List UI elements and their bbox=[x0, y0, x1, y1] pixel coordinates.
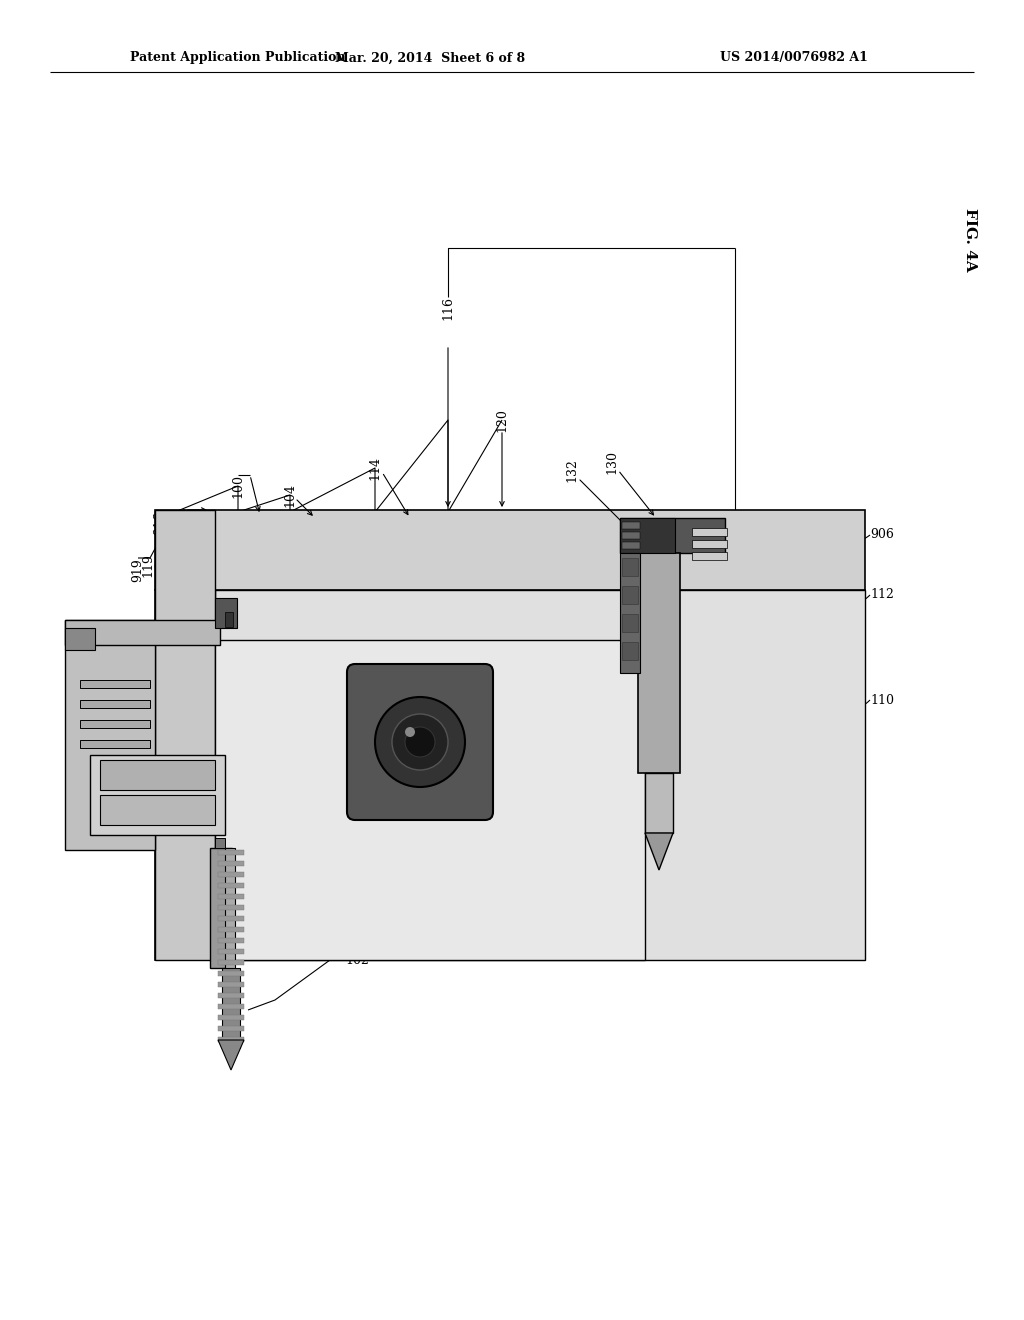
Bar bbox=[692, 552, 727, 560]
Bar bbox=[218, 949, 244, 954]
Circle shape bbox=[375, 697, 465, 787]
Text: Patent Application Publication: Patent Application Publication bbox=[130, 51, 345, 65]
Bar bbox=[225, 847, 234, 1048]
Bar bbox=[100, 760, 215, 789]
Text: 119: 119 bbox=[141, 553, 155, 577]
Bar bbox=[155, 510, 865, 590]
Bar bbox=[90, 755, 225, 836]
Text: 919: 919 bbox=[131, 558, 144, 582]
Bar bbox=[218, 906, 244, 909]
Text: 116: 116 bbox=[441, 296, 455, 319]
Bar bbox=[215, 590, 865, 960]
Bar bbox=[218, 894, 244, 899]
Bar bbox=[65, 628, 95, 649]
Bar bbox=[218, 883, 244, 888]
Bar bbox=[218, 927, 244, 932]
Bar bbox=[218, 1005, 244, 1008]
Bar bbox=[80, 741, 150, 748]
Bar bbox=[622, 642, 638, 660]
Bar bbox=[622, 521, 640, 529]
Bar bbox=[218, 873, 244, 876]
Bar bbox=[218, 1038, 244, 1041]
Bar bbox=[215, 640, 645, 960]
Bar bbox=[218, 982, 244, 987]
Bar bbox=[218, 972, 244, 975]
Text: 120: 120 bbox=[496, 408, 509, 432]
Bar bbox=[65, 620, 220, 645]
Text: 110: 110 bbox=[870, 693, 894, 706]
Bar bbox=[620, 517, 725, 553]
Circle shape bbox=[406, 727, 415, 737]
Bar bbox=[222, 968, 240, 1048]
Bar bbox=[80, 680, 150, 688]
Bar bbox=[215, 598, 237, 628]
Bar bbox=[620, 517, 675, 553]
Bar bbox=[218, 850, 244, 855]
Bar bbox=[692, 540, 727, 548]
Polygon shape bbox=[218, 1040, 244, 1071]
Bar bbox=[80, 719, 150, 729]
Text: 104: 104 bbox=[284, 483, 297, 507]
Circle shape bbox=[406, 727, 435, 756]
Text: 114: 114 bbox=[369, 455, 382, 480]
Bar bbox=[218, 1026, 244, 1031]
Bar bbox=[100, 795, 215, 825]
Bar bbox=[692, 528, 727, 536]
Bar bbox=[218, 916, 244, 921]
Text: 130: 130 bbox=[605, 450, 618, 474]
Circle shape bbox=[392, 714, 449, 770]
Text: 906: 906 bbox=[870, 528, 894, 541]
Bar bbox=[622, 614, 638, 632]
Bar bbox=[638, 553, 680, 774]
Text: 100: 100 bbox=[231, 474, 245, 498]
Text: 102: 102 bbox=[345, 953, 369, 966]
Bar bbox=[622, 558, 638, 576]
Bar bbox=[155, 590, 865, 960]
Bar bbox=[622, 532, 640, 539]
Bar bbox=[210, 847, 232, 968]
Text: 118: 118 bbox=[194, 517, 207, 543]
Text: 916: 916 bbox=[154, 511, 167, 535]
Bar bbox=[155, 510, 215, 960]
Text: 132: 132 bbox=[565, 458, 579, 482]
Bar bbox=[80, 700, 150, 708]
Text: 112: 112 bbox=[870, 589, 894, 602]
Bar bbox=[225, 612, 233, 627]
Text: Mar. 20, 2014  Sheet 6 of 8: Mar. 20, 2014 Sheet 6 of 8 bbox=[335, 51, 525, 65]
Bar bbox=[622, 543, 640, 549]
Bar bbox=[218, 993, 244, 998]
Bar bbox=[65, 620, 155, 850]
Bar bbox=[622, 586, 638, 605]
Text: US 2014/0076982 A1: US 2014/0076982 A1 bbox=[720, 51, 868, 65]
Bar bbox=[215, 838, 225, 847]
Polygon shape bbox=[645, 833, 673, 870]
FancyBboxPatch shape bbox=[347, 664, 493, 820]
Bar bbox=[620, 553, 640, 673]
Bar bbox=[645, 774, 673, 833]
Text: FIG. 4A: FIG. 4A bbox=[963, 209, 977, 272]
Bar bbox=[218, 960, 244, 965]
Bar bbox=[218, 939, 244, 942]
Bar bbox=[218, 861, 244, 866]
Bar bbox=[218, 1015, 244, 1020]
